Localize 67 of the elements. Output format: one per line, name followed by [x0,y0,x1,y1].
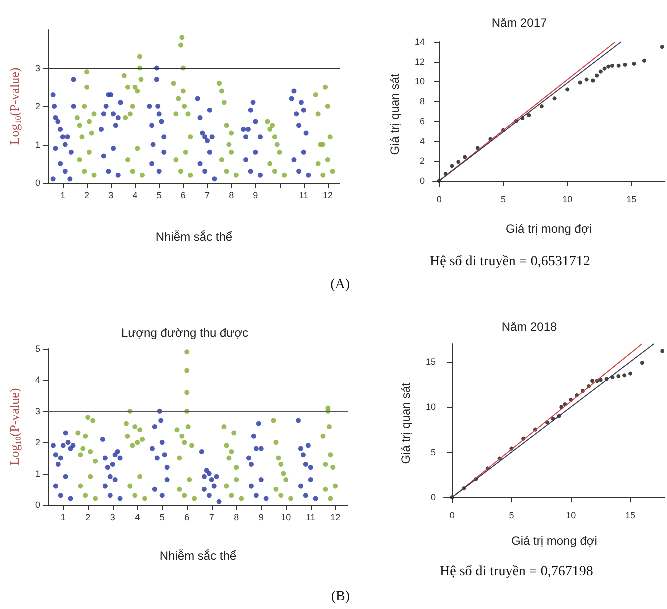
text: (A) [330,278,350,292]
x-tick-label: 11 [306,512,316,522]
y-tick-label: 8 [420,96,425,107]
y-tick-label: 3 [35,406,40,416]
x-tick-label: 5 [156,190,162,200]
y-tick-label: 5 [35,344,40,354]
y-tick-label: 2 [35,102,40,112]
y-tick-label: 4 [35,375,40,386]
chart-title: Năm 2018 [502,320,558,334]
x-tick-label: 6 [184,512,190,522]
y-tick-label: 10 [426,402,436,412]
x-tick-label: 8 [229,190,234,200]
x-tick-label: 0 [450,510,455,520]
y-tick-label: 0 [420,176,425,186]
x-tick-label: 3 [110,512,116,522]
y-tick-label: 10 [414,76,425,87]
x-tick-label: 15 [626,194,637,204]
y-tick-label: 6 [420,116,425,126]
y-tick-label: 3 [35,63,40,74]
x-tick-label: 2 [86,512,91,522]
x-tick-label: 10 [281,512,292,522]
x-axis-title: Giá trị mong đợi [512,534,598,548]
text: Hệ số di truyền = 0,6531712 [430,254,590,270]
y-axis-title: Giá trị quan sát [399,382,413,464]
chart-title: Năm 2017 [492,16,548,30]
y-tick-label: 5 [430,447,436,458]
y-tick-label: 14 [414,37,425,47]
y-tick-label: 15 [426,357,436,368]
x-tick-label: 9 [253,190,258,200]
y-tick-label: 0 [35,500,40,510]
y-tick-label: 2 [35,438,40,448]
x-tick-label: 7 [209,512,214,522]
x-tick-label: 1 [60,190,66,200]
x-tick-label: 1 [60,512,66,522]
text: (B) [331,590,350,604]
x-tick-label: 3 [108,190,114,200]
chart-title: Lượng đường thu được [121,326,249,340]
y-tick-label: 12 [414,56,425,67]
x-tick-label: 4 [132,190,138,200]
text: Hệ số di truyền = 0,767198 [440,564,594,580]
y-tick-label: 0 [35,178,40,188]
x-axis-title: Nhiễm sắc thể [156,230,233,244]
y-tick-label: 2 [420,156,425,166]
y-tick-label: 1 [35,468,40,479]
x-tick-label: 4 [135,512,140,522]
x-tick-label: 6 [180,190,186,200]
x-tick-label: 10 [566,510,576,520]
x-tick-label: 15 [626,510,636,520]
x-tick-label: 5 [509,510,514,520]
y-axis-title: Log10(P-value) [7,388,23,466]
x-tick-label: 11 [299,190,309,200]
x-tick-label: 5 [160,512,165,522]
y-axis-title: Giá trị quan sát [388,73,402,156]
x-tick-label: 10 [562,194,573,204]
y-tick-label: 4 [420,136,425,146]
y-tick-label: 1 [35,140,40,150]
x-tick-label: 12 [330,512,341,522]
x-tick-label: 2 [84,190,90,200]
x-tick-label: 7 [204,190,210,200]
x-tick-label: 8 [234,512,240,522]
x-tick-label: 12 [322,190,333,200]
x-tick-label: 9 [258,512,264,522]
x-tick-label: 5 [500,194,506,204]
x-axis-title: Giá trị mong đợi [506,222,592,236]
x-axis-title: Nhiễm sắc thể [160,549,237,563]
y-tick-label: 0 [430,492,436,503]
y-axis-title: Log10(P-value) [7,68,23,146]
